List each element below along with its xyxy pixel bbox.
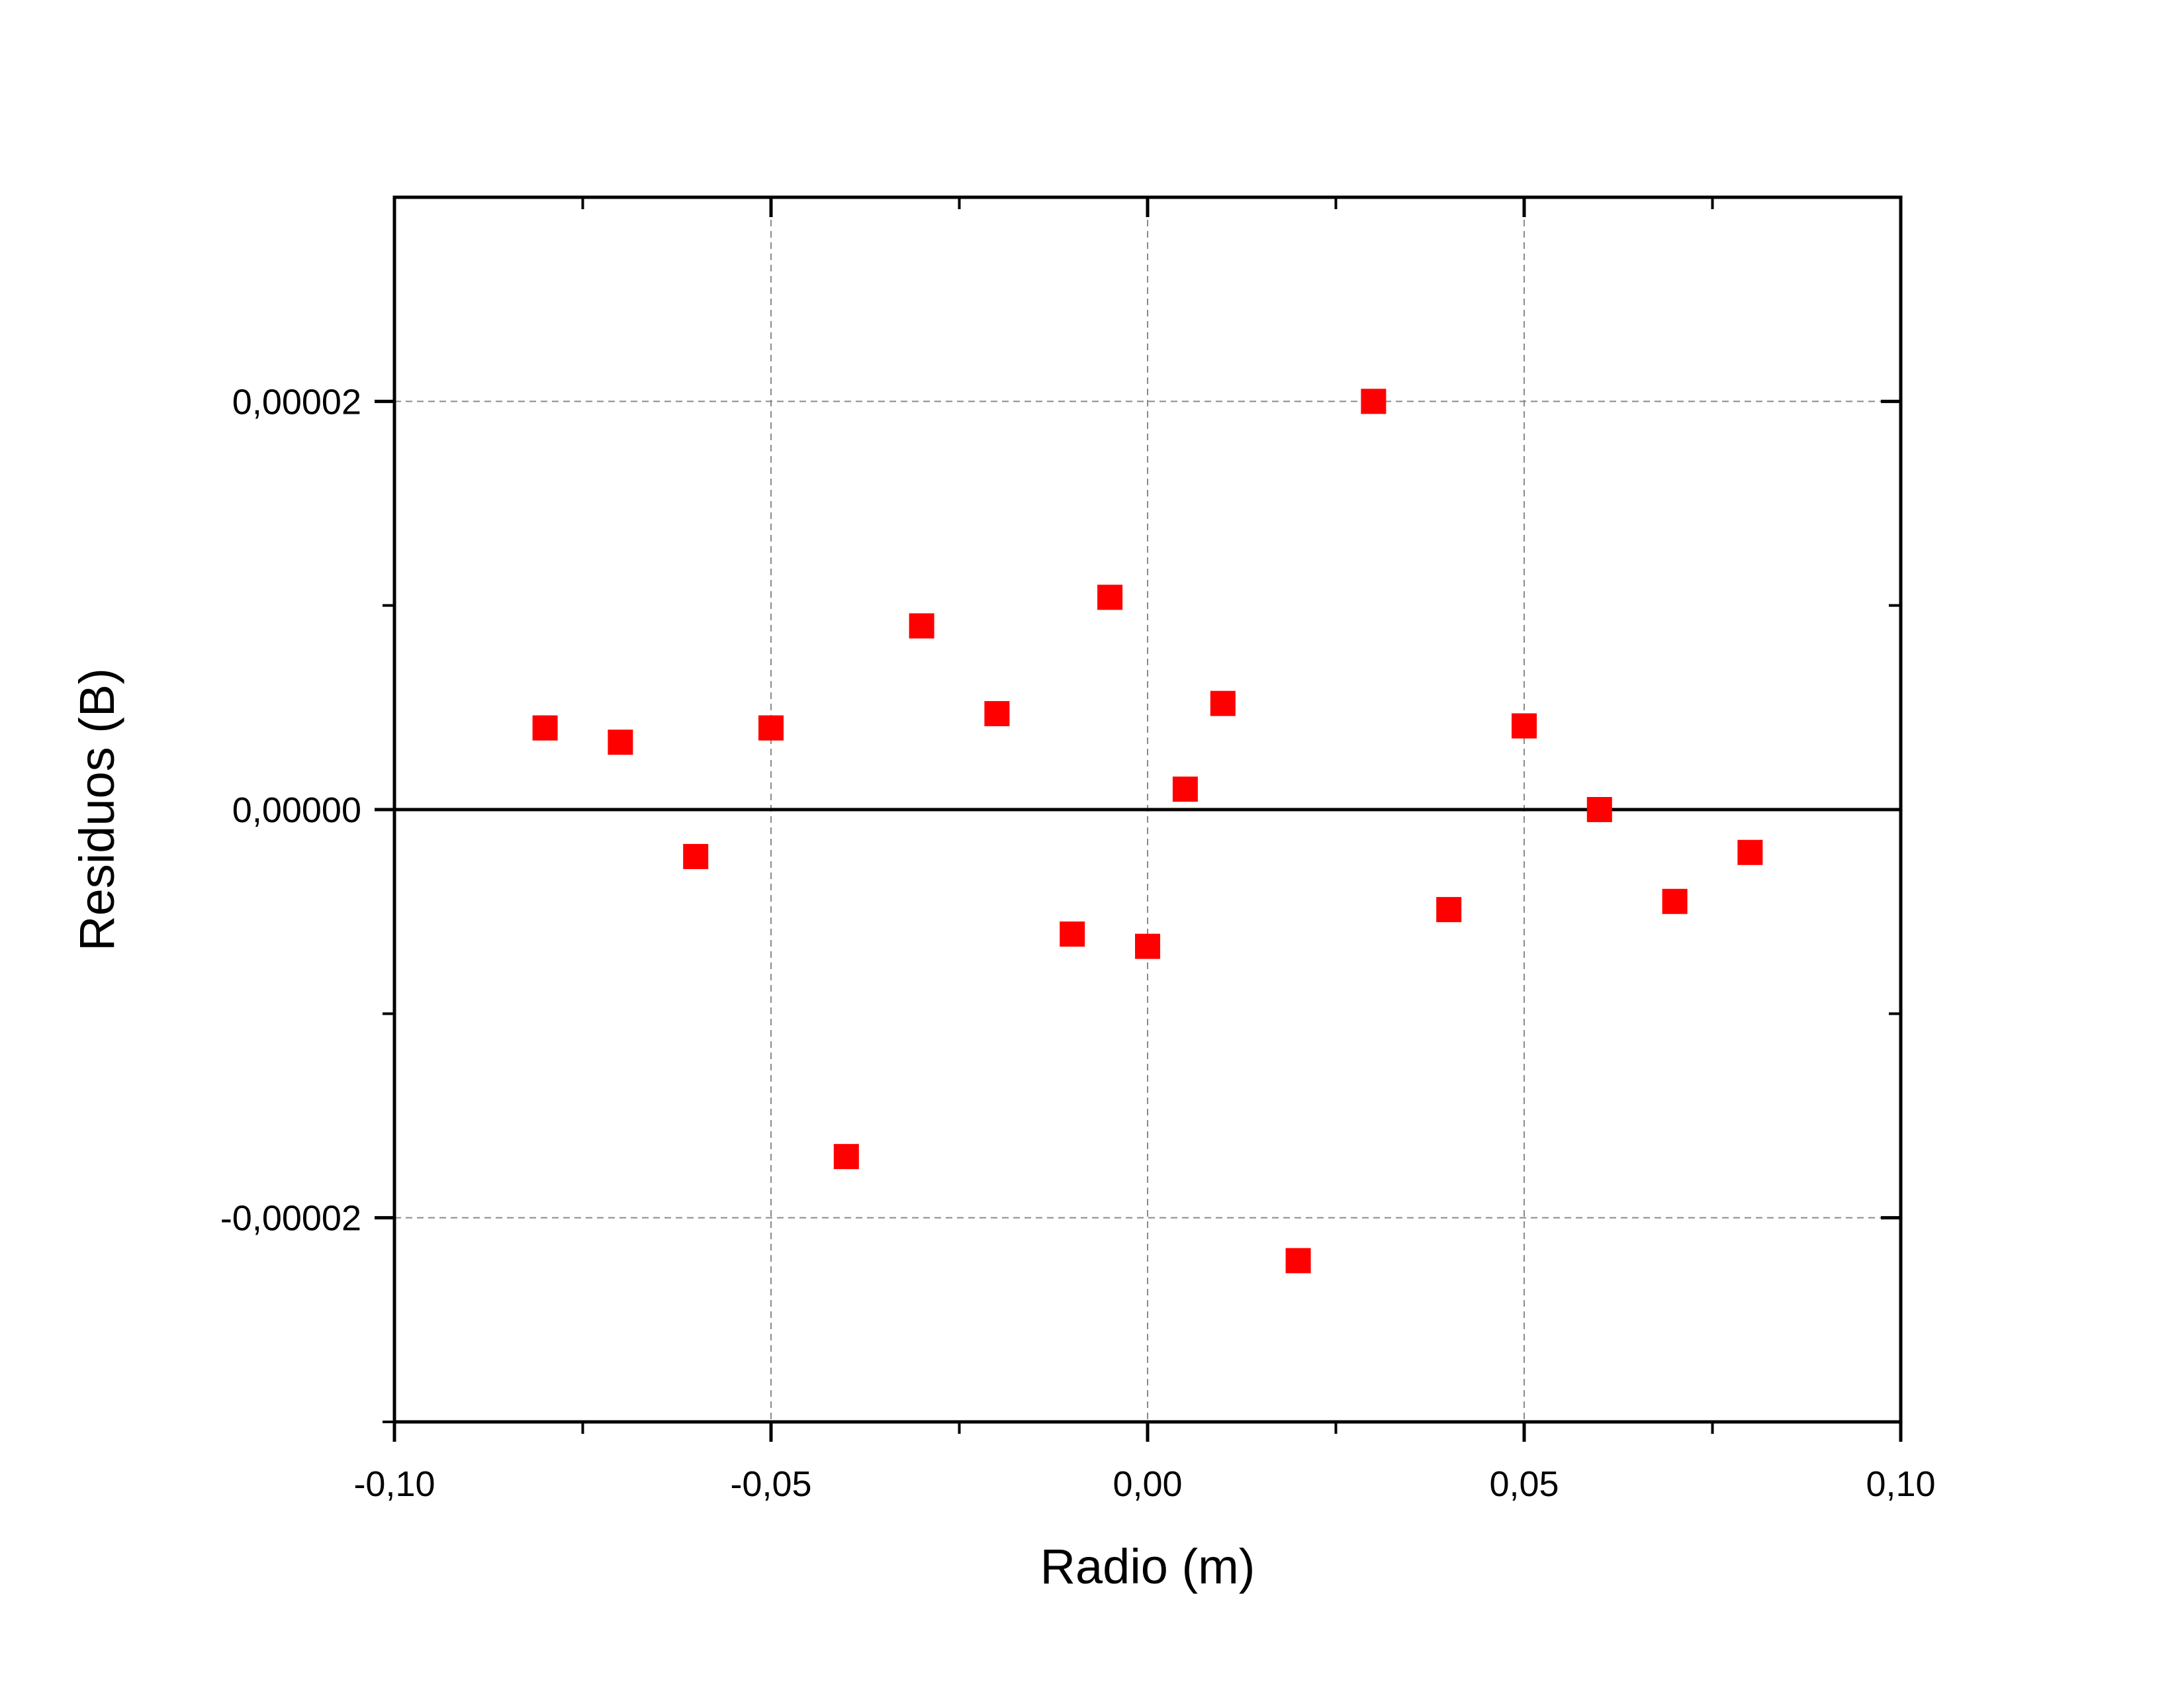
data-point [1737, 839, 1763, 865]
data-point [1436, 897, 1462, 923]
x-tick-label: -0,10 [353, 1464, 435, 1504]
data-point [909, 613, 934, 639]
data-point [1662, 888, 1688, 914]
y-tick-label: 0,00002 [232, 382, 361, 422]
data-point [683, 843, 709, 869]
data-point [1210, 690, 1236, 716]
x-tick-label: -0,05 [730, 1464, 811, 1504]
data-point [984, 701, 1010, 727]
data-point [532, 715, 558, 741]
data-point [1361, 389, 1387, 414]
data-point [1060, 921, 1085, 947]
data-point [1586, 797, 1612, 822]
y-tick-label: -0,00002 [220, 1199, 361, 1239]
data-point [1172, 776, 1198, 802]
data-point [1097, 585, 1123, 610]
axis-ticks [375, 197, 1903, 1442]
data-point [833, 1144, 859, 1170]
y-axis-title: Residuos (B) [69, 668, 124, 951]
x-tick-label: 0,10 [1866, 1464, 1935, 1504]
y-tick-label: 0,00000 [232, 790, 361, 830]
data-points [532, 389, 1763, 1274]
x-axis-title: Radio (m) [1040, 1539, 1255, 1594]
data-point [758, 715, 784, 741]
x-tick-label: 0,00 [1113, 1464, 1182, 1504]
data-point [1512, 713, 1537, 739]
data-point [608, 729, 633, 755]
x-tick-label: 0,05 [1489, 1464, 1559, 1504]
data-point [1285, 1248, 1311, 1274]
data-point [1135, 933, 1160, 959]
tick-labels: -0,10 -0,05 0,00 0,05 0,10 -0,00002 0,00000 0,0… [220, 382, 1936, 1504]
